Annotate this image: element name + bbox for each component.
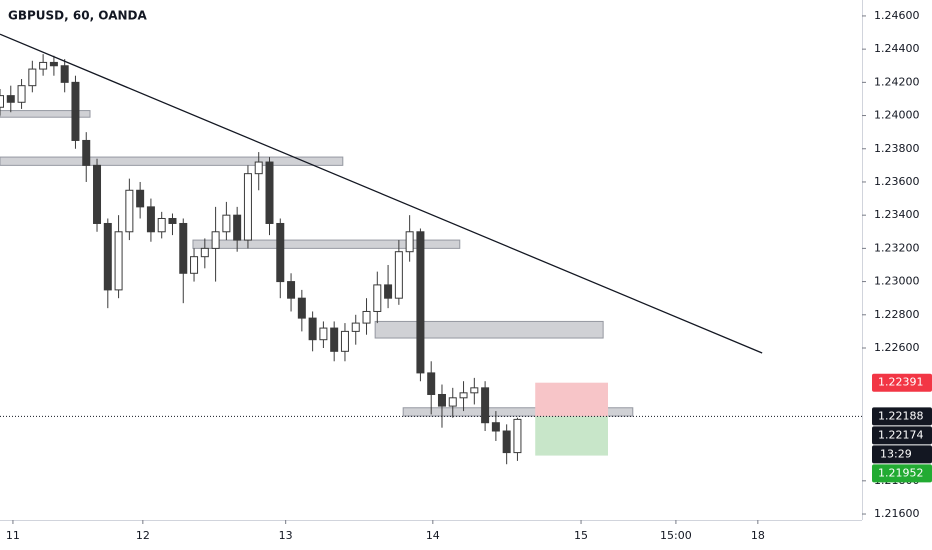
y-tick-label: 1.24200 bbox=[874, 75, 920, 88]
candle-body bbox=[254, 161, 263, 175]
candle-body bbox=[340, 330, 349, 352]
candle-body bbox=[157, 217, 166, 233]
x-tick-label: 18 bbox=[751, 529, 765, 542]
candle-body bbox=[211, 231, 220, 249]
candle-body bbox=[0, 95, 4, 108]
candle-body bbox=[513, 418, 522, 454]
price-tag-label: 1.22188 bbox=[878, 409, 924, 422]
candle-body bbox=[93, 164, 102, 224]
y-tick-label: 1.22600 bbox=[874, 341, 920, 354]
candle-body bbox=[233, 214, 242, 241]
candle-body bbox=[168, 217, 177, 224]
candle-body bbox=[82, 139, 91, 166]
y-tick-label: 1.23400 bbox=[874, 208, 920, 221]
candle-body bbox=[39, 61, 48, 70]
y-tick-label: 1.24400 bbox=[874, 42, 920, 55]
y-tick-label: 1.23200 bbox=[874, 241, 920, 254]
target-zone bbox=[535, 416, 608, 456]
price-tag-label: 1.21952 bbox=[878, 466, 924, 479]
candle-body bbox=[448, 397, 457, 407]
candle-body bbox=[146, 206, 155, 233]
zone bbox=[374, 320, 604, 339]
y-tick-label: 1.22800 bbox=[874, 308, 920, 321]
candle-body bbox=[287, 281, 296, 299]
zone bbox=[0, 156, 344, 166]
candle-body bbox=[491, 422, 500, 432]
candle-body bbox=[190, 256, 199, 274]
candle-body bbox=[28, 68, 37, 87]
y-tick-label: 1.23600 bbox=[874, 175, 920, 188]
y-tick-label: 1.24600 bbox=[874, 9, 920, 22]
trendline bbox=[0, 33, 763, 354]
candle-body bbox=[437, 393, 446, 407]
candle-body bbox=[405, 231, 414, 253]
y-tick-label: 1.23800 bbox=[874, 142, 920, 155]
candle-body bbox=[6, 95, 15, 103]
countdown-tag bbox=[872, 445, 932, 464]
candle-body bbox=[502, 430, 511, 454]
candle-body bbox=[319, 327, 328, 341]
candle-body bbox=[265, 161, 274, 224]
price-tag-label: 1.22391 bbox=[878, 376, 924, 389]
axes: 1.24600 1.24400 1.24200 1.24000 1.23800 1.236… bbox=[6, 9, 932, 542]
candle-body bbox=[384, 284, 393, 299]
candle-body bbox=[243, 173, 252, 241]
zone bbox=[0, 110, 91, 118]
zone bbox=[402, 407, 634, 417]
stop-zone bbox=[535, 382, 608, 417]
y-tick-label: 1.21600 bbox=[874, 507, 920, 520]
x-tick-label: 12 bbox=[136, 529, 150, 542]
candle-body bbox=[351, 322, 360, 332]
candle-body bbox=[136, 189, 145, 208]
candle-body bbox=[49, 61, 58, 67]
candle-body bbox=[427, 372, 436, 395]
price-tag bbox=[872, 373, 932, 392]
candle-body bbox=[416, 231, 425, 374]
candle-body bbox=[459, 392, 468, 399]
price-tag bbox=[872, 426, 932, 445]
price-tag bbox=[872, 464, 932, 483]
candle-body bbox=[222, 214, 231, 233]
candle-body bbox=[179, 222, 188, 274]
candle-body bbox=[114, 231, 123, 291]
candle-body bbox=[297, 297, 306, 319]
candle-body bbox=[17, 85, 26, 103]
candle-body bbox=[470, 387, 479, 394]
candle-body bbox=[200, 247, 209, 258]
candle-body bbox=[60, 65, 69, 83]
chart-title: GBPUSD, 60, OANDA bbox=[8, 9, 147, 23]
plot bbox=[0, 33, 862, 465]
candle-body bbox=[362, 310, 371, 324]
zone bbox=[192, 239, 461, 249]
y-tick-label: 1.23000 bbox=[874, 275, 920, 288]
x-tick-label: 15 bbox=[574, 529, 588, 542]
candle-body bbox=[481, 387, 490, 424]
candle-body bbox=[330, 327, 339, 352]
countdown-label: 13:29 bbox=[880, 447, 912, 460]
price-tag bbox=[872, 407, 932, 426]
x-tick-label: 13 bbox=[279, 529, 293, 542]
x-tick-label: 15:00 bbox=[660, 529, 692, 542]
price-tag-label: 1.22174 bbox=[878, 428, 924, 441]
candle-body bbox=[125, 189, 134, 233]
y-tick-label: 1.24000 bbox=[874, 109, 920, 122]
candle-body bbox=[103, 222, 112, 291]
candle-body bbox=[71, 81, 80, 141]
candle-body bbox=[394, 251, 403, 299]
candle-body bbox=[373, 284, 382, 312]
candle-body bbox=[276, 222, 285, 283]
candle-body bbox=[308, 317, 317, 341]
x-tick-label: 11 bbox=[6, 529, 20, 542]
x-tick-label: 14 bbox=[426, 529, 440, 542]
